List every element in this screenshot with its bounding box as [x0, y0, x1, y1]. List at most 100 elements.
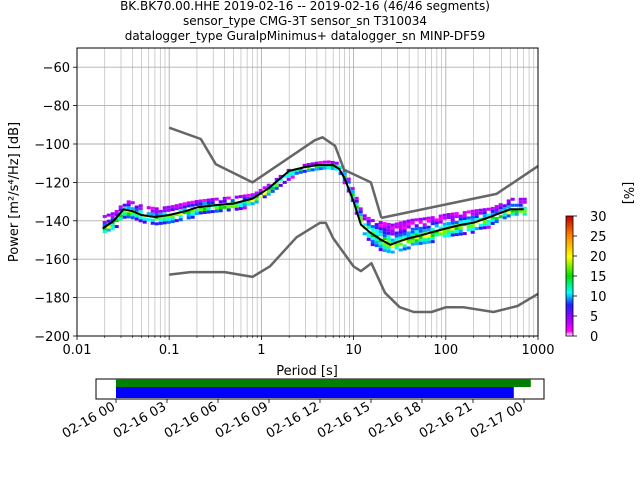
- psd-cell: [254, 197, 259, 201]
- psd-cell: [462, 217, 467, 221]
- psd-cell: [162, 215, 167, 219]
- psd-cell: [402, 226, 407, 230]
- colorbar-label: [%]: [620, 182, 635, 205]
- psd-cell: [430, 234, 435, 238]
- psd-cell: [366, 231, 371, 235]
- psd-cell: [206, 210, 211, 214]
- psd-cell: [438, 214, 443, 218]
- psd-cell: [418, 220, 423, 224]
- timeline-tick-label: 02-16 21: [417, 399, 475, 441]
- psd-cell: [458, 214, 463, 218]
- psd-cell: [366, 222, 371, 226]
- psd-cell: [410, 230, 415, 234]
- psd-cell: [154, 216, 159, 220]
- title-line-2: sensor_type CMG-3T sensor_sn T310034: [183, 14, 427, 28]
- colorbar-tick-label: 25: [590, 230, 607, 245]
- psd-cell: [294, 168, 299, 172]
- psd-cell: [438, 220, 443, 224]
- psd-cell: [298, 167, 303, 171]
- x-tick-label: 100: [433, 343, 458, 358]
- psd-cell: [414, 230, 419, 234]
- psd-cell: [242, 197, 247, 201]
- psd-cell: [414, 227, 419, 231]
- psd-cell: [346, 180, 351, 184]
- psd-cell: [506, 214, 511, 218]
- psd-cell: [426, 234, 431, 238]
- psd-cell: [238, 207, 243, 211]
- psd-cell: [386, 228, 391, 232]
- psd-cell: [106, 219, 111, 223]
- psd-cell: [394, 234, 399, 238]
- psd-cell: [122, 203, 127, 207]
- psd-cell: [374, 238, 379, 242]
- psd-cell: [370, 234, 375, 238]
- psd-cell: [162, 209, 167, 213]
- psd-cell: [478, 226, 483, 230]
- psd-cell: [158, 209, 163, 213]
- psd-cell: [418, 241, 423, 245]
- chart-title: BK.BK70.00.HHE 2019-02-16 -- 2019-02-16 …: [120, 0, 490, 43]
- psd-cell: [478, 208, 483, 212]
- psd-cell: [410, 227, 415, 231]
- psd-cell: [166, 217, 171, 221]
- psd-cell: [178, 206, 183, 210]
- psd-cell: [146, 218, 151, 222]
- psd-cell: [382, 237, 387, 241]
- psd-cell: [390, 238, 395, 242]
- psd-cell: [330, 160, 335, 164]
- psd-cell: [114, 225, 119, 229]
- psd-cell: [474, 212, 479, 216]
- psd-cell: [358, 213, 363, 217]
- psd-cell: [386, 234, 391, 238]
- timeline-tick-label: 02-16 09: [213, 399, 271, 441]
- psd-cell: [426, 219, 431, 223]
- psd-cell: [362, 232, 367, 236]
- psd-cell: [514, 209, 519, 213]
- psd-cell: [258, 188, 263, 192]
- psd-cell: [434, 224, 439, 228]
- psd-cell: [370, 228, 375, 232]
- psd-cell: [442, 225, 447, 229]
- y-tick-label: −60: [43, 61, 70, 76]
- psd-cell: [386, 231, 391, 235]
- psd-cell: [118, 217, 123, 221]
- psd-cell: [230, 205, 235, 209]
- psd-cell: [418, 229, 423, 233]
- psd-cell: [174, 219, 179, 223]
- psd-cell: [446, 234, 451, 238]
- timeline-bar-segments: [116, 387, 514, 398]
- psd-cell: [286, 174, 291, 178]
- psd-cell: [102, 227, 107, 231]
- psd-cell: [466, 210, 471, 214]
- y-tick-label: −180: [34, 292, 70, 307]
- psd-cell: [366, 234, 371, 238]
- psd-cell: [118, 208, 123, 212]
- psd-cell: [382, 246, 387, 250]
- psd-cell: [202, 211, 207, 215]
- psd-cell: [122, 209, 127, 213]
- psd-cell: [166, 220, 171, 224]
- psd-cell: [462, 211, 467, 215]
- psd-cell: [182, 208, 187, 212]
- psd-cell: [358, 216, 363, 220]
- timeline-tick-label: 02-16 18: [366, 399, 424, 441]
- psd-cell: [450, 218, 455, 222]
- psd-cell: [490, 218, 495, 222]
- psd-cell: [102, 224, 107, 228]
- psd-cell: [130, 213, 135, 217]
- psd-cell: [390, 232, 395, 236]
- psd-cell: [370, 243, 375, 247]
- psd-cell: [502, 213, 507, 217]
- psd-cell: [478, 223, 483, 227]
- psd-cell: [370, 231, 375, 235]
- psd-cell: [402, 235, 407, 239]
- y-tick-label: −100: [34, 138, 70, 153]
- psd-cell: [186, 210, 191, 214]
- psd-cell: [246, 202, 251, 206]
- psd-cell: [206, 198, 211, 202]
- plot-frame: [76, 47, 539, 337]
- y-axis-label: Power [m²/s⁴/Hz] [dB]: [7, 122, 22, 262]
- psd-cell: [446, 213, 451, 217]
- psd-cell: [414, 233, 419, 237]
- psd-cell: [454, 233, 459, 237]
